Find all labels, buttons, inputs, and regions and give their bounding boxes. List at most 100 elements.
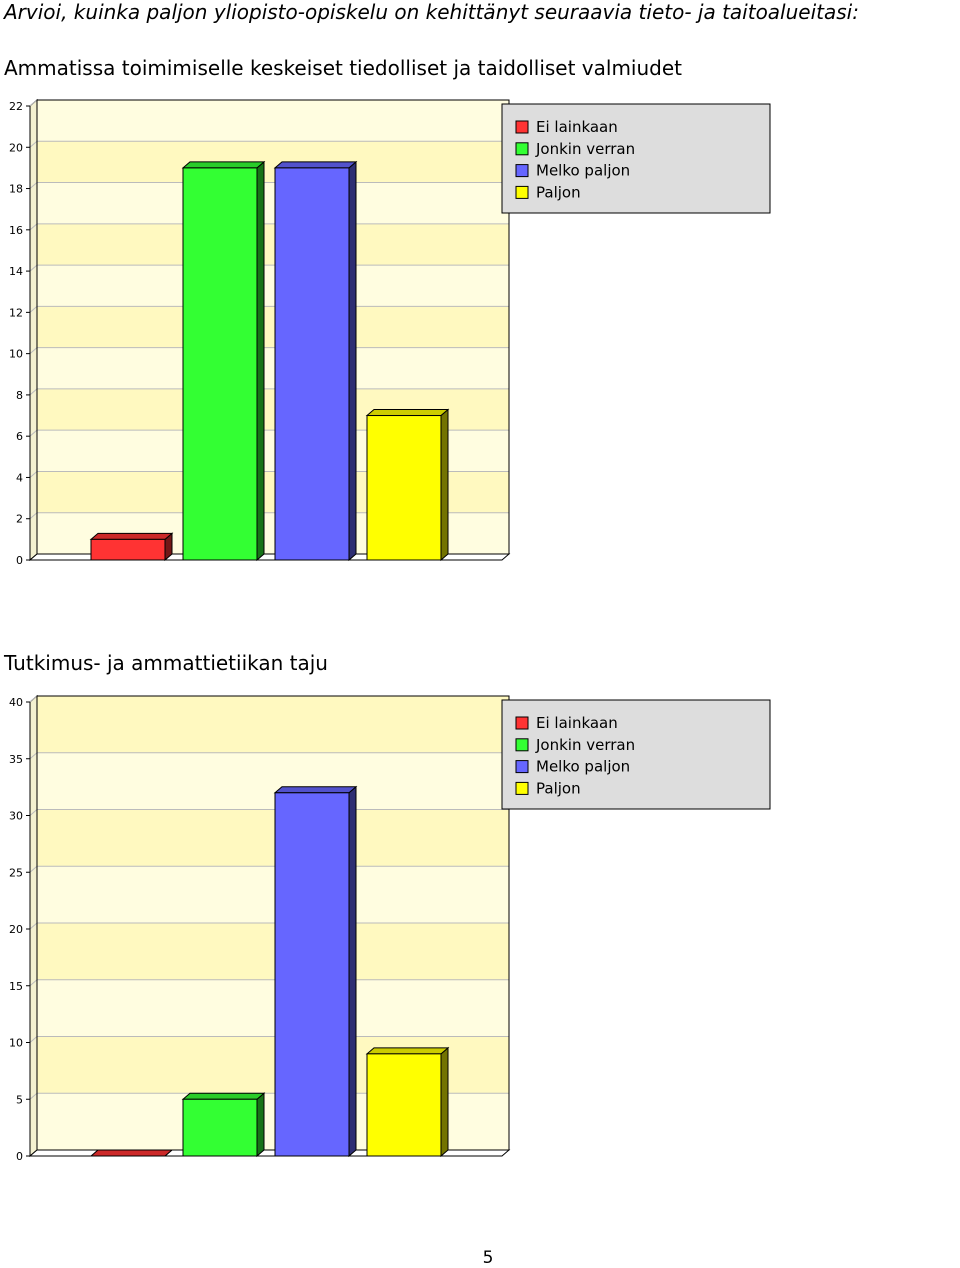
gridline-side (29, 429, 38, 437)
bar-front (366, 415, 442, 561)
bar-front (182, 1098, 258, 1157)
legend-swatch (515, 738, 529, 752)
chart-2: 0 5 10 15 20 25 30 35 40 Ei lainkaan Jonkin verran… (9, 694, 771, 1163)
plot-band (37, 866, 509, 923)
bar-front (90, 538, 166, 561)
bar-top (273, 161, 358, 169)
chart-2-title: Tutkimus- ja ammattietiikan taju (4, 651, 328, 675)
plot-band (37, 182, 509, 224)
chart-1: 0 2 4 6 8 10 12 14 16 18 20 22 Ei lainkaan Jonkin ver… (9, 98, 771, 567)
legend-swatch (515, 185, 529, 199)
gridline-side (29, 865, 38, 873)
chart-1-title: Ammatissa toimimiselle keskeiset tiedoll… (4, 56, 682, 80)
bar-paljon (365, 408, 450, 562)
legend-label: Melko paljon (536, 162, 630, 180)
bar-melko-paljon (273, 160, 358, 562)
bar-top (89, 532, 174, 540)
bar-side (440, 1046, 449, 1158)
bar-side (348, 785, 357, 1158)
bar-side (256, 1092, 265, 1158)
plot-band (37, 265, 509, 307)
gridline-side (29, 979, 38, 987)
y-tick-label: 30 (9, 810, 23, 823)
bar-top (89, 1149, 174, 1157)
bar-front (274, 167, 350, 561)
plot-band (37, 979, 509, 1037)
y-tick-label: 5 (16, 1093, 23, 1106)
legend-box (501, 103, 771, 214)
plot-band (37, 100, 509, 142)
y-tick-label: 22 (9, 100, 23, 113)
gridline-side (29, 1092, 38, 1100)
y-tick-label: 14 (9, 265, 23, 278)
bar-front (182, 167, 258, 561)
legend-swatch (515, 142, 529, 156)
gridline-side (29, 99, 38, 107)
y-tick-label: 20 (9, 141, 23, 154)
plot-band (37, 752, 509, 810)
y-tick-label: 0 (16, 554, 23, 567)
y-tick-label: 4 (16, 471, 23, 484)
y-tick-label: 12 (9, 306, 23, 319)
legend-swatch (515, 716, 529, 730)
legend-label: Ei lainkaan (536, 118, 618, 136)
gridline-side (29, 471, 38, 478)
bar-side (256, 160, 265, 562)
gridline-side (29, 512, 38, 520)
page-title: Arvioi, kuinka paljon yliopisto-opiskelu… (4, 0, 859, 24)
plot-band (37, 223, 509, 266)
y-tick-label: 2 (16, 513, 23, 526)
bar-top (365, 409, 450, 417)
plot-band (37, 306, 509, 348)
y-tick-label: 8 (16, 389, 23, 402)
bar-top (181, 1092, 266, 1100)
gridline-side (29, 347, 38, 355)
y-tick-label: 40 (9, 696, 23, 709)
gridline-side (29, 264, 38, 272)
legend-swatch (515, 760, 529, 774)
legend-swatch (515, 781, 529, 795)
legend-label: Paljon (536, 183, 581, 201)
bar-paljon (365, 1046, 450, 1158)
gridline-side (29, 140, 38, 148)
gridline-side (29, 922, 38, 930)
legend-box (501, 699, 771, 810)
page-number: 5 (482, 1248, 494, 1268)
plot-band (37, 141, 509, 183)
y-tick-label: 10 (9, 1037, 23, 1050)
y-tick-label: 15 (9, 980, 23, 993)
legend-swatch (515, 120, 529, 134)
bar-front (274, 792, 350, 1157)
plot-band (37, 696, 509, 753)
bar-jonkin-verran (181, 1092, 266, 1158)
bar-side (440, 408, 449, 562)
legend-label: Paljon (536, 779, 581, 797)
bar-ei-lainkaan (89, 1149, 174, 1157)
bar-top (181, 161, 266, 169)
gridline-side (29, 305, 38, 313)
bar-jonkin-verran (181, 160, 266, 562)
legend-label: Jonkin verran (535, 736, 635, 754)
y-tick-label: 25 (9, 866, 23, 879)
legend-label: Ei lainkaan (536, 714, 618, 732)
gridline-side (29, 1036, 38, 1043)
y-tick-label: 18 (9, 183, 23, 196)
y-tick-label: 0 (16, 1150, 23, 1163)
bar-top (365, 1047, 450, 1055)
gridline-side (29, 752, 38, 760)
y-tick-label: 16 (9, 224, 23, 237)
legend-label: Melko paljon (536, 758, 630, 776)
plot-band (37, 347, 509, 389)
bar-front (366, 1053, 442, 1157)
plot-band (37, 809, 509, 867)
y-tick-label: 35 (9, 753, 23, 766)
legend-label: Jonkin verran (535, 140, 635, 158)
bar-top (273, 786, 358, 794)
plot-border (36, 99, 510, 555)
bar-melko-paljon (273, 785, 358, 1158)
y-tick-label: 20 (9, 923, 23, 936)
bar-side (348, 160, 357, 562)
bar-ei-lainkaan (89, 532, 174, 562)
y-tick-label: 6 (16, 430, 23, 443)
legend-swatch (515, 164, 529, 178)
